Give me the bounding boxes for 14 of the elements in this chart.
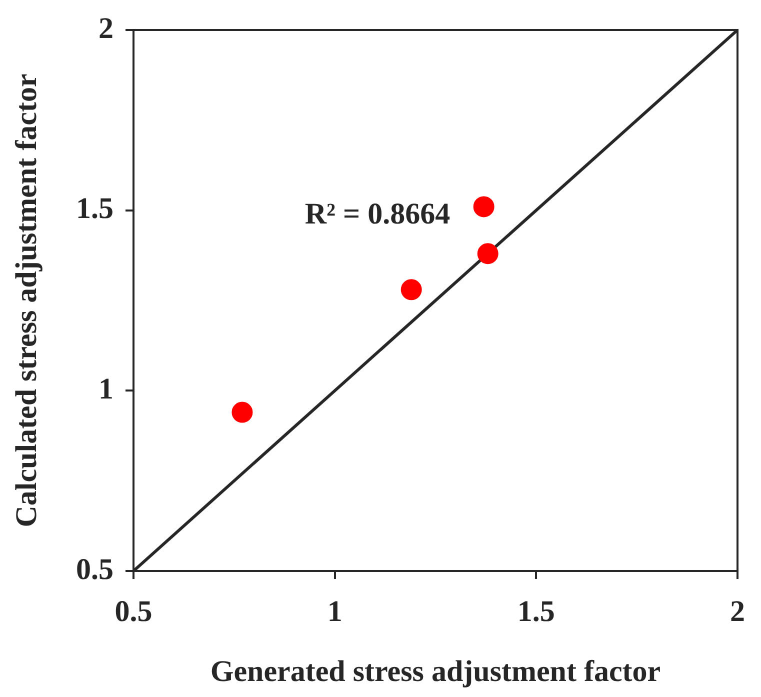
x-axis-title: Generated stress adjustment factor [210,654,661,688]
y-tick-label: 2 [98,12,114,45]
y-tick-label: 1.5 [76,192,114,226]
x-tick-label: 2 [730,594,745,628]
point [232,402,253,423]
y-tick-label: 0.5 [76,552,114,586]
x-tick-label: 1.5 [517,594,555,628]
y-tick-label: 1 [98,372,114,406]
annotation: R² = 0.8664 [304,197,450,230]
y-axis-title: Calculated stress adjustment factor [10,74,43,528]
point [400,279,422,300]
point [473,196,494,218]
point [477,243,498,264]
x-tick-label: 1 [327,594,342,628]
